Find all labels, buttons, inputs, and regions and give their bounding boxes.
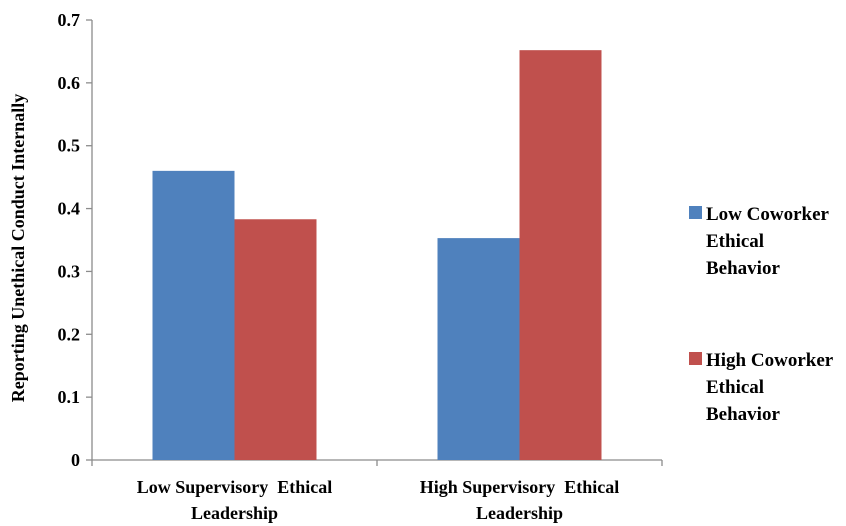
y-tick-label: 0.4 <box>58 199 81 219</box>
legend-label: Low Coworker <box>706 204 830 225</box>
bar <box>437 238 520 460</box>
y-tick-label: 0.1 <box>58 387 81 407</box>
y-tick-label: 0 <box>71 450 80 470</box>
legend: Low Coworker Ethical Behavior High Coworker… <box>689 204 834 425</box>
y-tick-label: 0.6 <box>58 73 81 93</box>
legend-label: High Coworker <box>706 350 834 371</box>
bar <box>519 50 602 461</box>
legend-label: Ethical <box>706 231 764 252</box>
y-axis-title: Reporting Unethical Conduct Internally <box>8 94 28 403</box>
legend-label: Behavior <box>706 404 780 425</box>
x-tick-label: Low Supervisory Ethical <box>137 477 333 497</box>
bar <box>234 219 317 460</box>
y-tick-label: 0.3 <box>58 261 81 281</box>
legend-swatch <box>689 352 702 365</box>
x-tick-label: Leadership <box>476 503 563 523</box>
y-tick-label: 0.2 <box>58 324 81 344</box>
legend-label: Behavior <box>706 258 780 279</box>
axis-labels: 0 0.1 0.2 0.3 0.4 0.5 0.6 0.7 Low Supervisory Et… <box>8 10 619 523</box>
legend-swatch <box>689 206 702 219</box>
bars <box>152 50 602 461</box>
y-tick-label: 0.7 <box>58 10 81 30</box>
bar <box>152 170 235 460</box>
y-tick-label: 0.5 <box>58 136 81 156</box>
x-tick-label: Leadership <box>191 503 278 523</box>
legend-label: Ethical <box>706 377 764 398</box>
x-tick-label: High Supervisory Ethical <box>420 477 620 497</box>
